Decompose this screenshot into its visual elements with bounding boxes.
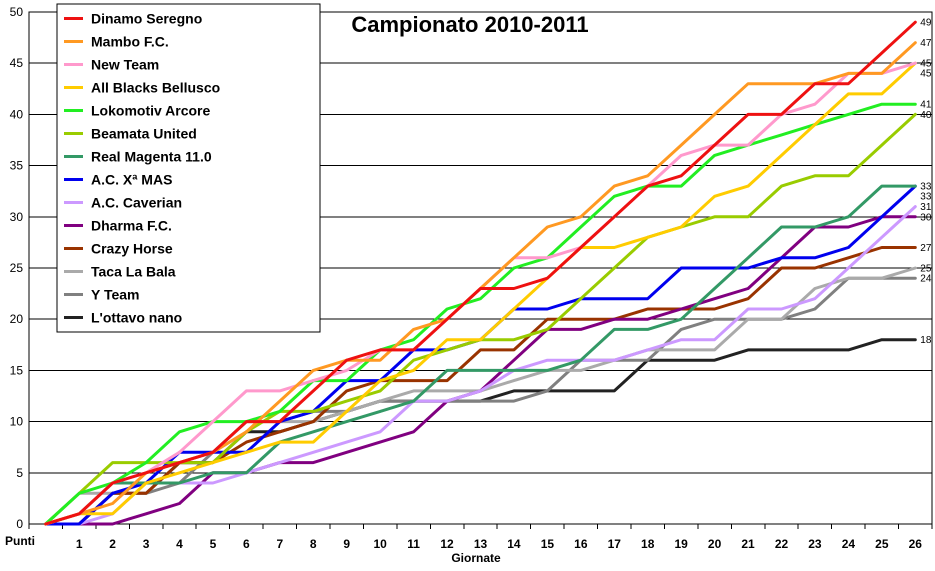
x-tick-label: 7 bbox=[276, 537, 283, 551]
legend-box bbox=[56, 3, 321, 333]
x-tick-label: 4 bbox=[176, 537, 183, 551]
end-value-label: 25 bbox=[920, 264, 932, 275]
end-value-label: 24 bbox=[920, 274, 932, 285]
legend-entry: Real Magenta 11.0 bbox=[91, 149, 212, 165]
legend-entry: Y Team bbox=[91, 287, 140, 303]
y-tick-label: 0 bbox=[16, 517, 23, 531]
legend-entry: Mambo F.C. bbox=[91, 34, 169, 50]
y-tick-label: 50 bbox=[10, 5, 24, 19]
x-tick-label: 12 bbox=[440, 537, 454, 551]
x-tick-label: 11 bbox=[407, 537, 420, 551]
x-tick-label: 19 bbox=[674, 537, 688, 551]
legend: Dinamo Seregno Mambo F.C. New Team All Blac… bbox=[56, 3, 321, 333]
x-tick-label: 15 bbox=[541, 537, 555, 551]
x-tick-label: 8 bbox=[310, 537, 317, 551]
y-tick-label: 5 bbox=[16, 466, 23, 480]
legend-entry: New Team bbox=[91, 57, 159, 73]
x-tick-label: 20 bbox=[708, 537, 722, 551]
x-tick-label: 25 bbox=[875, 537, 889, 551]
x-tick-label: 26 bbox=[909, 537, 923, 551]
series-line-l-ottavo-nano bbox=[44, 338, 917, 526]
y-tick-label: 15 bbox=[10, 363, 24, 377]
series-line-lokomotiv-arcore bbox=[44, 102, 917, 526]
end-value-label: 30 bbox=[920, 212, 932, 223]
y-tick-label: 35 bbox=[10, 159, 24, 173]
end-value-label: 45 bbox=[920, 69, 932, 80]
legend-entry: Dharma F.C. bbox=[91, 218, 172, 234]
y-tick-label: 40 bbox=[10, 107, 24, 121]
end-value-label: 27 bbox=[920, 243, 932, 254]
x-tick-label: 16 bbox=[574, 537, 588, 551]
x-tick-label: 18 bbox=[641, 537, 655, 551]
legend-entry: Lokomotiv Arcore bbox=[91, 103, 210, 119]
x-tick-label: 9 bbox=[343, 537, 350, 551]
x-tick-label: 23 bbox=[808, 537, 822, 551]
y-tick-label: 25 bbox=[10, 261, 24, 275]
series-line-real-magenta-11-0 bbox=[44, 184, 917, 526]
y-tick-label: 45 bbox=[10, 56, 24, 70]
x-tick-label: 24 bbox=[842, 537, 856, 551]
series-lines bbox=[44, 20, 917, 526]
end-value-label: 31 bbox=[920, 202, 932, 213]
end-value-label: 33 bbox=[920, 192, 932, 203]
legend-entry: Taca La Bala bbox=[91, 264, 176, 280]
plot-area-border bbox=[28, 11, 933, 525]
x-tick-label: 17 bbox=[608, 537, 622, 551]
legend-entry: Crazy Horse bbox=[91, 241, 173, 257]
legend-entry: L'ottavo nano bbox=[91, 310, 182, 326]
legend-entry: All Blacks Bellusco bbox=[91, 80, 220, 96]
x-axis-label: Giornate bbox=[451, 551, 501, 565]
legend-entry: Dinamo Seregno bbox=[91, 11, 202, 27]
x-tick-label: 5 bbox=[210, 537, 217, 551]
x-tick-label: 21 bbox=[741, 537, 755, 551]
x-tick-label: 13 bbox=[474, 537, 488, 551]
end-value-label: 18 bbox=[920, 335, 932, 346]
x-tick-label: 14 bbox=[507, 537, 521, 551]
end-value-label: 49 bbox=[920, 18, 932, 29]
x-tick-label: 2 bbox=[109, 537, 116, 551]
end-value-label: 47 bbox=[920, 38, 932, 49]
legend-entry: A.C. Caverian bbox=[91, 195, 182, 211]
series-line-dinamo-seregno bbox=[44, 20, 917, 526]
y-tick-label: 20 bbox=[10, 312, 24, 326]
end-value-label: 45 bbox=[920, 59, 932, 70]
end-value-label: 40 bbox=[920, 110, 932, 121]
x-tick-label: 1 bbox=[76, 537, 83, 551]
chart-title: Campionato 2010-2011 bbox=[351, 12, 588, 37]
legend-entry: A.C. Xª MAS bbox=[91, 172, 172, 188]
y-axis-label: Punti bbox=[5, 534, 35, 548]
y-tick-label: 10 bbox=[10, 415, 24, 429]
x-tick-label: 10 bbox=[373, 537, 387, 551]
x-tick-label: 22 bbox=[775, 537, 789, 551]
series-line-a-c-caverian bbox=[44, 205, 917, 526]
legend-entry: Beamata United bbox=[91, 126, 197, 142]
end-value-label: 41 bbox=[920, 100, 932, 111]
y-tick-label: 30 bbox=[10, 210, 24, 224]
x-tick-label: 3 bbox=[143, 537, 150, 551]
series-line-all-blacks-bellusco bbox=[44, 61, 917, 526]
end-value-label: 33 bbox=[920, 182, 932, 193]
x-tick-label: 6 bbox=[243, 537, 250, 551]
